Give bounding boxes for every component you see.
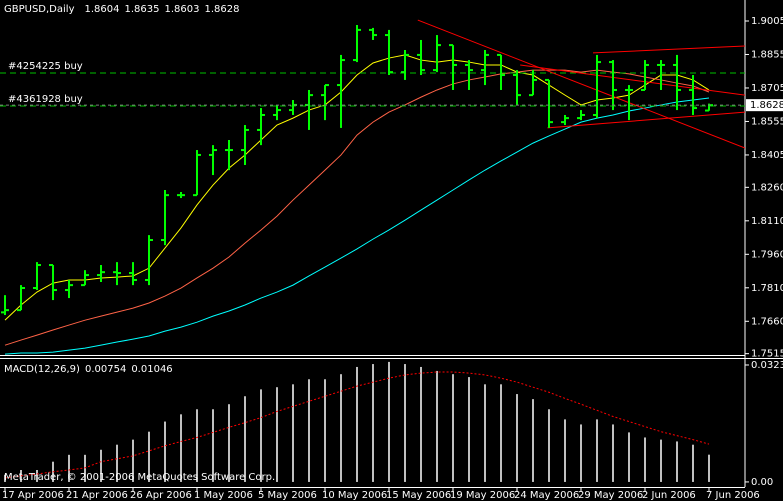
y-tick-label: 1.8855 (751, 49, 783, 60)
signal-line (4, 371, 710, 479)
x-tick-label: 7 Jun 2006 (706, 490, 760, 501)
x-tick-label: 5 May 2006 (258, 490, 317, 501)
y-tick-label: 1.8405 (751, 150, 783, 161)
header-part: 0.01046 (131, 364, 172, 375)
header-part: MACD(12,26,9) (4, 364, 80, 375)
header-part: 0.00754 (85, 364, 126, 375)
y-tick-label: 1.8705 (751, 83, 783, 94)
y-tick-label: 1.7960 (751, 249, 783, 260)
header-part: GBPUSD,Daily (4, 4, 75, 15)
macd-panel (4, 361, 710, 482)
x-tick-label: 2 Jun 2006 (642, 490, 696, 501)
moving-average (4, 54, 710, 321)
x-tick-label: 21 Apr 2006 (66, 490, 128, 501)
header-part: 1.8604 (85, 4, 120, 15)
moving-average (4, 97, 710, 355)
y-tick-label: 1.7810 (751, 283, 783, 294)
y-tick-label: 1.9005 (751, 16, 783, 27)
footer: MetaTrader, © 2001-2006 MetaQuotes Softw… (4, 472, 275, 483)
x-tick-label: 17 Apr 2006 (2, 490, 64, 501)
y-tick-label: 1.8260 (751, 182, 783, 193)
price-label: 1.8628 (750, 100, 783, 111)
header-part: 1.8603 (165, 4, 200, 15)
trendline (592, 45, 745, 54)
macd-header: MACD(12,26,9) 0.00754 0.01046 (4, 364, 173, 375)
y-tick-label: 1.7660 (751, 316, 783, 327)
chart-header: GBPUSD,Daily 1.8604 1.8635 1.8603 1.8628 (4, 4, 240, 15)
trendline (417, 19, 745, 149)
x-tick-label: 10 May 2006 (322, 490, 387, 501)
x-tick-label: 29 May 2006 (578, 490, 643, 501)
trendline (547, 111, 745, 129)
y-tick-label: 1.8555 (751, 116, 783, 127)
moving-average (4, 69, 710, 346)
y2-tick-label: 0.00 (751, 477, 773, 488)
x-tick-label: 19 May 2006 (450, 490, 515, 501)
x-tick-label: 24 May 2006 (514, 490, 579, 501)
y2-tick-label: 0.032345 (751, 360, 783, 371)
price-box (746, 99, 783, 112)
y-tick-label: 1.7515 (751, 349, 783, 360)
order-label: #4361928 buy (8, 94, 83, 105)
price-panel (0, 19, 745, 355)
y-tick-label: 1.8110 (751, 216, 783, 227)
header-part: 1.8628 (205, 4, 240, 15)
order-label: #4254225 buy (8, 61, 83, 72)
labels: 1.9005 1.8855 1.8705 1.8555 1.8405 1.8260 1.81… (2, 4, 783, 501)
x-tick-label: 15 May 2006 (386, 490, 451, 501)
x-tick-label: 26 Apr 2006 (130, 490, 192, 501)
x-tick-label: 1 May 2006 (194, 490, 253, 501)
header-part: 1.8635 (125, 4, 160, 15)
trendline (520, 64, 745, 96)
